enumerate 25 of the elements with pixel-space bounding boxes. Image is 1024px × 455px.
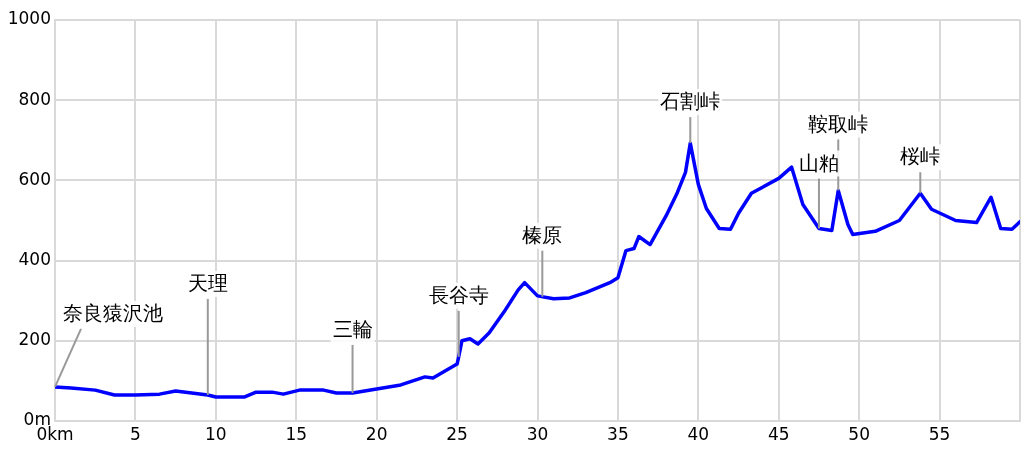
x-tick-label: 35 (607, 423, 629, 444)
annotation: 奈良猿沢池 (63, 301, 163, 326)
x-tick-label: 20 (365, 423, 388, 444)
y-tick-label: 200 (18, 329, 51, 350)
y-tick-label: 1000 (7, 8, 51, 29)
x-tick-label: 45 (767, 423, 790, 444)
x-tick-label: 55 (928, 423, 951, 444)
x-tick-label: 50 (848, 423, 870, 444)
annotation: 桜峠 (900, 144, 941, 169)
x-tick-label: 10 (205, 423, 227, 444)
annotation: 天理 (187, 271, 228, 296)
y-tick-label: 800 (18, 88, 51, 109)
annotation: 鞍取峠 (808, 111, 869, 136)
x-tick-label: 5 (130, 423, 141, 444)
y-tick-label: 400 (18, 249, 51, 270)
annotation: 三輪 (332, 317, 373, 342)
x-tick-label: 15 (285, 423, 308, 444)
annotation: 長谷寺 (428, 283, 489, 308)
annotation: 山粕 (798, 150, 839, 175)
annotation: 石割峠 (660, 89, 721, 114)
x-tick-label: 40 (687, 423, 710, 444)
x-tick-label: 30 (526, 423, 549, 444)
annotation: 榛原 (522, 222, 563, 247)
x-tick-label: 25 (446, 423, 468, 444)
y-tick-label: 600 (18, 168, 51, 189)
